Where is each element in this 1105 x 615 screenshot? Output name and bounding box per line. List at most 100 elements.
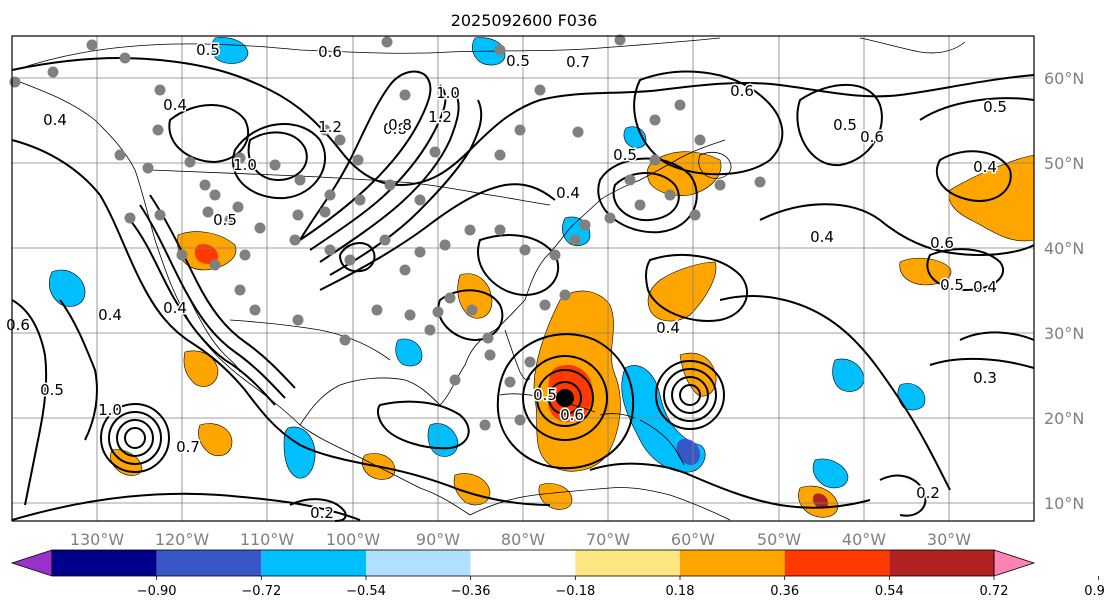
station-dot [154,84,166,96]
fill-orange-gulf [457,273,493,319]
station-dot [86,39,98,51]
station-dot [539,299,551,311]
station-dot [414,194,426,206]
colorbar-tick-label: −0.90 [137,584,177,599]
station-dot [549,249,561,261]
contour-label: 0.2 [310,504,334,522]
contour-label: 0.5 [983,98,1007,116]
contour-line [719,295,951,491]
contour-label: 0.8 [388,116,412,134]
station-dot [269,159,281,171]
station-dot [199,179,211,191]
contour-label: 0.6 [560,406,584,424]
contour-line [612,172,680,222]
contour-label: 1.0 [436,84,460,102]
station-dot [479,419,491,431]
station-dot [689,209,701,221]
station-dot [559,289,571,301]
station-dot [249,304,261,316]
colorbar-tick-label: 0.54 [875,584,904,599]
contour-label: 0.4 [810,228,834,246]
lon-label: 60°W [671,530,715,549]
colorbar-tick-label: 0.36 [770,584,799,599]
fill-orange-east2 [679,352,717,397]
colorbar-segment [366,550,471,576]
coast-greenland [859,37,966,54]
colorbar-tick-label: 0.72 [980,584,1009,599]
station-dot [579,219,591,231]
contour-label: 0.7 [566,53,590,71]
fill-blue-top-left [211,37,249,64]
station-dot [414,246,426,258]
contour-line [11,57,1035,187]
contour-ring [100,403,170,473]
border-us-mexico [229,319,391,361]
lon-label: 130°W [70,530,125,549]
contour-label: 0.5 [533,386,557,404]
lon-label: 110°W [240,530,295,549]
station-dot [334,134,346,146]
station-dot [534,84,546,96]
station-dots [9,34,766,431]
colorbar-segment [889,550,994,576]
contour-line [129,219,276,406]
station-dot [399,264,411,276]
map-title: 2025092600 F036 [451,11,598,30]
contour-label: 0.5 [213,211,237,229]
contour-label: 1.2 [318,118,342,136]
fill-blue-baja [395,338,423,367]
lon-label: 80°W [501,530,545,549]
contour-line [935,150,1012,202]
map-frame [11,35,1035,522]
station-dot [449,374,461,386]
station-dot [432,306,444,318]
contour-line [759,203,1035,257]
fill-darkblue-caribbean [676,438,700,466]
contour-ring [671,376,709,414]
contour-line [11,139,551,506]
lat-label: 60°N [1044,69,1084,88]
lon-label: 70°W [586,530,630,549]
contour-line [59,299,98,441]
station-dot [344,254,356,266]
station-dot [152,124,164,136]
station-dot [504,376,516,388]
fill-orange-pacific-sw [198,423,233,457]
colorbar-tick-label: 0.90 [1084,584,1105,599]
station-dot [634,199,646,211]
contour-line [959,331,1035,341]
contour-ring [679,384,701,406]
contour-label: 0.4 [656,319,680,337]
contour-line [919,97,1035,121]
lat-label: 30°N [1044,324,1084,343]
contour-line [437,289,504,342]
contour-label: 0.6 [318,43,342,61]
station-dot [124,212,136,224]
longitude-labels: 130°W 120°W 110°W 100°W 90°W 80°W 70°W 60°W 50°W… [70,530,971,549]
contour-label: 0.4 [43,111,67,129]
contour-ring [522,355,608,441]
station-dot [444,292,456,304]
contour-label: 0.4 [98,306,122,324]
station-dot [604,212,616,224]
contour-ring [116,419,154,457]
contour-line [309,84,447,251]
station-dot [514,414,526,426]
station-dot [694,134,706,146]
station-dot [352,154,364,166]
coast-cuba [499,393,596,413]
colorbar-tick-label: −0.18 [555,584,595,599]
station-dot [339,334,351,346]
contour-label: 0.6 [930,234,954,252]
station-dot [664,189,676,201]
contour-label: 0.6 [730,82,754,100]
station-dot [519,244,531,256]
station-dot [254,222,266,234]
latitude-labels: 60°N 50°N 40°N 30°N 20°N 10°N [1044,69,1084,513]
fill-red-west-coast [194,244,218,264]
station-dot [209,189,221,201]
colorbar-tick-label: 0.18 [666,584,695,599]
contour-label: 0.5 [940,276,964,294]
station-dot [202,206,214,218]
